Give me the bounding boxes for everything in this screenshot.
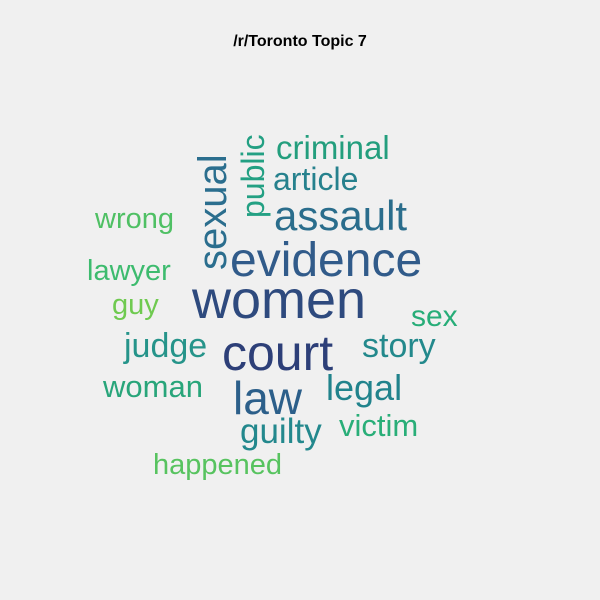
word-women: women [191, 270, 366, 330]
word-assault: assault [274, 192, 407, 239]
word-sexual: sexual [191, 154, 235, 270]
word-lawyer: lawyer [87, 255, 171, 287]
word-wrong: wrong [94, 203, 174, 235]
word-legal: legal [326, 367, 402, 408]
word-victim: victim [339, 408, 418, 443]
word-judge: judge [123, 327, 207, 365]
word-woman: woman [102, 369, 203, 404]
word-story: story [362, 327, 436, 365]
word-law: law [233, 372, 303, 424]
figure-title: /r/Toronto Topic 7 [233, 33, 367, 50]
word-criminal: criminal [276, 129, 390, 166]
word-article: article [273, 161, 358, 197]
word-guy: guy [112, 289, 159, 321]
word-evidence: evidence [230, 234, 422, 287]
word-sex: sex [411, 300, 458, 333]
word-guilty: guilty [240, 412, 322, 451]
word-happened: happened [153, 449, 282, 481]
word-public: public [235, 134, 271, 218]
word-court: court [222, 325, 333, 381]
